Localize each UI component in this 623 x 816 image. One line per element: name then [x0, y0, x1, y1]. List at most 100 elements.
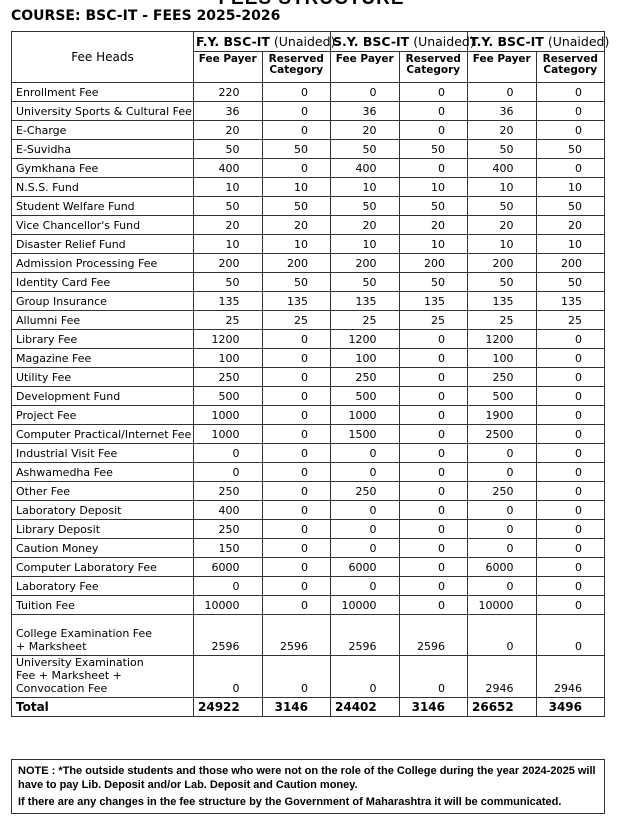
- fee-amount-cell: 3146: [261, 697, 331, 717]
- fee-amount-cell: 26652: [467, 697, 537, 717]
- fee-amount-cell: 200: [467, 253, 537, 273]
- fee-amount-cell: 10000: [193, 595, 263, 615]
- fee-amount-cell: 0: [261, 557, 331, 577]
- fee-head-label: University Sports & Cultural Fee: [11, 101, 194, 121]
- fee-amount-cell: 0: [261, 120, 331, 140]
- fee-amount-cell: 0: [535, 424, 605, 444]
- fee-amount-cell: 50: [535, 196, 605, 216]
- fee-head-label: Library Fee: [11, 329, 194, 349]
- fee-amount-cell: 0: [261, 101, 331, 121]
- fee-amount-cell: 20: [193, 120, 263, 140]
- fee-amount-cell: 0: [535, 82, 605, 102]
- fee-amount-cell: 50: [398, 196, 468, 216]
- fee-amount-cell: 0: [398, 655, 468, 698]
- fee-amount-cell: 0: [467, 500, 537, 520]
- fee-amount-cell: 0: [193, 576, 263, 596]
- table-row: Group Insurance 135 135 135 135 135 135: [11, 291, 605, 311]
- fee-heads-header: Fee Heads: [11, 31, 194, 83]
- fee-amount-cell: 0: [261, 405, 331, 425]
- fee-head-label: Group Insurance: [11, 291, 194, 311]
- fee-amount-cell: 50: [398, 272, 468, 292]
- fee-amount-cell: 25: [398, 310, 468, 330]
- fee-amount-cell: 0: [330, 82, 400, 102]
- fee-amount-cell: 0: [535, 405, 605, 425]
- fee-amount-cell: 250: [193, 481, 263, 501]
- fee-amount-cell: 3146: [398, 697, 468, 717]
- fee-amount-cell: 2596: [330, 614, 400, 656]
- fee-head-label: Allumni Fee: [11, 310, 194, 330]
- fee-amount-cell: 10: [467, 234, 537, 254]
- fee-amount-cell: 0: [535, 443, 605, 463]
- fee-amount-cell: 2596: [193, 614, 263, 656]
- fee-amount-cell: 0: [330, 655, 400, 698]
- fee-amount-cell: 36: [330, 101, 400, 121]
- fee-amount-cell: 50: [193, 139, 263, 159]
- fee-amount-cell: 0: [535, 519, 605, 539]
- table-row: E-Charge 20 0 20 0 20 0: [11, 120, 605, 140]
- table-row: Laboratory Fee 0 0 0 0 0 0: [11, 576, 605, 596]
- table-row: Laboratory Deposit 400 0 0 0 0 0: [11, 500, 605, 520]
- fee-amount-cell: 135: [398, 291, 468, 311]
- fee-amount-cell: 0: [398, 443, 468, 463]
- fee-amount-cell: 0: [193, 655, 263, 698]
- course-heading: COURSE: BSC-IT - FEES 2025-2026: [11, 8, 281, 24]
- fee-amount-cell: 0: [535, 386, 605, 406]
- table-row: Caution Money 150 0 0 0 0 0: [11, 538, 605, 558]
- fee-amount-cell: 20: [261, 215, 331, 235]
- fee-amount-cell: 3496: [535, 697, 605, 717]
- fee-head-label: Development Fund: [11, 386, 194, 406]
- fee-head-label: Library Deposit: [11, 519, 194, 539]
- fee-amount-cell: 0: [330, 538, 400, 558]
- fee-amount-cell: 25: [467, 310, 537, 330]
- fee-head-label: Admission Processing Fee: [11, 253, 194, 273]
- fee-amount-cell: 200: [398, 253, 468, 273]
- fee-amount-cell: 0: [535, 481, 605, 501]
- table-row: Utility Fee 250 0 250 0 250 0: [11, 367, 605, 387]
- fee-amount-cell: 50: [261, 196, 331, 216]
- fee-amount-cell: 0: [330, 519, 400, 539]
- fee-amount-cell: 6000: [193, 557, 263, 577]
- fee-amount-cell: 25: [261, 310, 331, 330]
- table-row: Project Fee 1000 0 1000 0 1900 0: [11, 405, 605, 425]
- fee-amount-cell: 135: [193, 291, 263, 311]
- fee-amount-cell: 50: [467, 272, 537, 292]
- fee-head-label: Caution Money: [11, 538, 194, 558]
- fee-amount-cell: 0: [261, 538, 331, 558]
- table-row: Library Fee 1200 0 1200 0 1200 0: [11, 329, 605, 349]
- table-row: Tuition Fee 10000 0 10000 0 10000 0: [11, 595, 605, 615]
- fee-amount-cell: 0: [261, 655, 331, 698]
- fee-head-label: Gymkhana Fee: [11, 158, 194, 178]
- fee-amount-cell: 10: [193, 177, 263, 197]
- fee-amount-cell: 20: [398, 215, 468, 235]
- fee-amount-cell: 0: [467, 614, 537, 656]
- fee-amount-cell: 0: [535, 614, 605, 656]
- fee-amount-cell: 2596: [261, 614, 331, 656]
- fee-amount-cell: 500: [467, 386, 537, 406]
- fee-amount-cell: 2500: [467, 424, 537, 444]
- fee-amount-cell: 200: [261, 253, 331, 273]
- fee-payer-header: Fee Payer: [193, 51, 263, 83]
- fee-amount-cell: 250: [330, 481, 400, 501]
- fee-amount-cell: 10: [330, 177, 400, 197]
- fee-amount-cell: 50: [467, 196, 537, 216]
- fee-amount-cell: 2946: [535, 655, 605, 698]
- fee-amount-cell: 400: [330, 158, 400, 178]
- fee-amount-cell: 20: [467, 215, 537, 235]
- fee-amount-cell: 1200: [467, 329, 537, 349]
- fee-amount-cell: 0: [398, 462, 468, 482]
- table-row: N.S.S. Fund 10 10 10 10 10 10: [11, 177, 605, 197]
- fee-head-label: Vice Chancellor's Fund: [11, 215, 194, 235]
- fee-amount-cell: 10: [535, 234, 605, 254]
- fee-amount-cell: 500: [330, 386, 400, 406]
- fee-amount-cell: 0: [261, 348, 331, 368]
- fee-amount-cell: 250: [330, 367, 400, 387]
- table-row: Industrial Visit Fee 0 0 0 0 0 0: [11, 443, 605, 463]
- fee-amount-cell: 250: [193, 519, 263, 539]
- fee-amount-cell: 0: [398, 481, 468, 501]
- fee-amount-cell: 0: [398, 424, 468, 444]
- fee-amount-cell: 6000: [467, 557, 537, 577]
- fee-amount-cell: 0: [535, 158, 605, 178]
- reserved-header: Reserved Category: [261, 51, 331, 83]
- fee-amount-cell: 135: [535, 291, 605, 311]
- fee-amount-cell: 250: [467, 481, 537, 501]
